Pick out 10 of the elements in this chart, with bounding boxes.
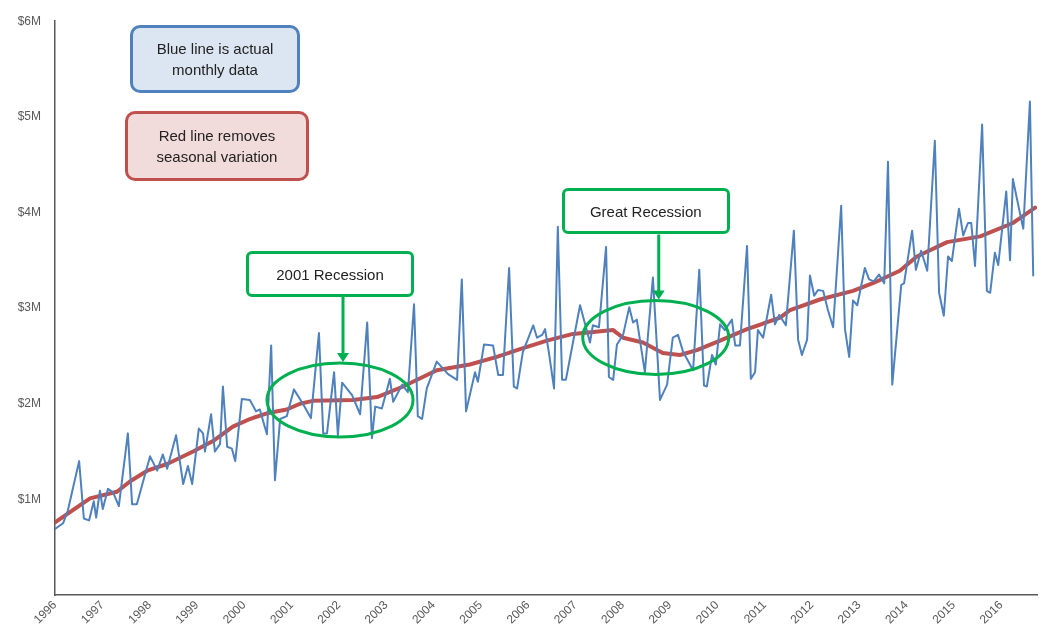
y-tick-label: $6M <box>17 13 41 28</box>
y-tick-label: $2M <box>17 396 41 411</box>
text-box: 2001 Recession <box>246 251 414 297</box>
y-tick-label: $1M <box>17 491 41 506</box>
text-box: Blue line is actual monthly data <box>130 25 300 93</box>
text-box: Red line removes seasonal variation <box>125 111 309 181</box>
y-tick-label: $4M <box>17 204 41 219</box>
y-tick-label: $3M <box>17 300 41 315</box>
text-box: Great Recession <box>561 188 730 235</box>
y-tick-label: $5M <box>17 109 41 124</box>
